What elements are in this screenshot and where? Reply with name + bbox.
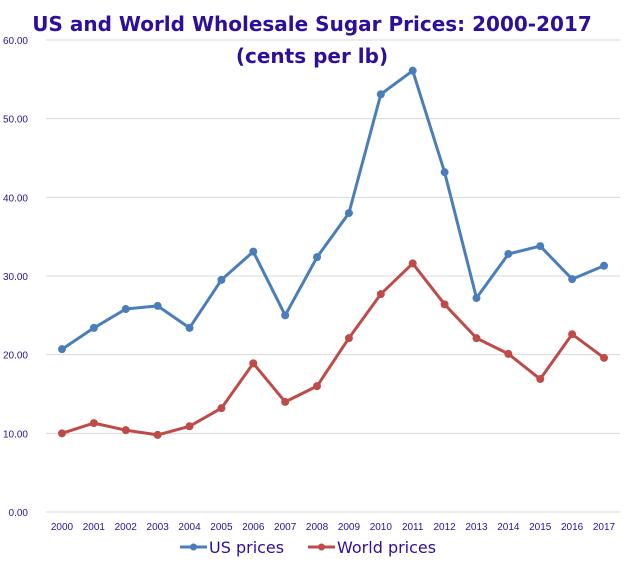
- y-tick-label: 0.00: [9, 508, 29, 519]
- legend-marker-us: [190, 544, 197, 551]
- data-point: [600, 354, 608, 362]
- x-tick-label: 2005: [210, 522, 233, 533]
- x-tick-label: 2007: [274, 522, 297, 533]
- series-group: [58, 67, 608, 439]
- data-point: [472, 334, 480, 342]
- x-tick-label: 2016: [561, 522, 584, 533]
- data-point: [377, 90, 385, 98]
- chart-subtitle: (cents per lb): [236, 44, 388, 68]
- data-point: [345, 209, 353, 217]
- data-point: [536, 375, 544, 383]
- data-point: [377, 290, 385, 298]
- data-point: [281, 398, 289, 406]
- x-tick-label: 2012: [433, 522, 456, 533]
- data-point: [345, 334, 353, 342]
- y-axis-ticks: 0.00 10.00 20.00 30.00 40.00 50.00 60.00: [3, 36, 28, 519]
- series-world: [58, 259, 608, 438]
- x-tick-label: 2011: [402, 522, 424, 533]
- data-point: [90, 324, 98, 332]
- data-point: [600, 262, 608, 270]
- data-point: [58, 429, 66, 437]
- x-tick-label: 2013: [465, 522, 488, 533]
- y-tick-label: 30.00: [3, 272, 28, 283]
- legend-marker-world: [318, 544, 325, 551]
- data-point: [409, 259, 417, 267]
- data-point: [217, 404, 225, 412]
- data-point: [217, 276, 225, 284]
- data-point: [441, 168, 449, 176]
- x-tick-label: 2014: [497, 522, 520, 533]
- data-point: [186, 422, 194, 430]
- data-point: [472, 294, 480, 302]
- series-line: [62, 263, 604, 435]
- data-point: [154, 302, 162, 310]
- data-point: [536, 242, 544, 250]
- data-point: [568, 330, 576, 338]
- y-tick-label: 10.00: [3, 429, 28, 440]
- y-tick-label: 50.00: [3, 115, 28, 126]
- series-line: [62, 71, 604, 350]
- gridlines: [46, 40, 620, 512]
- data-point: [441, 300, 449, 308]
- x-tick-label: 2002: [115, 522, 138, 533]
- x-tick-label: 2004: [178, 522, 201, 533]
- legend-label-us: US prices: [209, 538, 284, 557]
- legend-label-world: World prices: [337, 538, 436, 557]
- y-tick-label: 20.00: [3, 351, 28, 362]
- x-tick-label: 2001: [83, 522, 106, 533]
- chart-title: US and World Wholesale Sugar Prices: 200…: [32, 12, 592, 36]
- data-point: [58, 345, 66, 353]
- x-tick-label: 2000: [51, 522, 74, 533]
- data-point: [568, 275, 576, 283]
- x-tick-label: 2010: [370, 522, 393, 533]
- x-tick-label: 2017: [593, 522, 616, 533]
- x-tick-label: 2006: [242, 522, 265, 533]
- data-point: [90, 419, 98, 427]
- data-point: [249, 248, 257, 256]
- series-us: [58, 67, 608, 353]
- data-point: [122, 305, 130, 313]
- data-point: [313, 382, 321, 390]
- data-point: [409, 67, 417, 75]
- data-point: [186, 324, 194, 332]
- x-tick-label: 2015: [529, 522, 552, 533]
- data-point: [249, 359, 257, 367]
- x-tick-label: 2009: [338, 522, 361, 533]
- data-point: [122, 426, 130, 434]
- legend-item-us: US prices: [180, 538, 284, 557]
- legend-item-world: World prices: [308, 538, 436, 557]
- y-tick-label: 60.00: [3, 36, 28, 47]
- data-point: [504, 350, 512, 358]
- x-axis-ticks: 2000 2001 2002 2003 2004 2005 2006 2007 2008 2009…: [51, 522, 616, 533]
- x-tick-label: 2003: [147, 522, 170, 533]
- data-point: [154, 431, 162, 439]
- legend: US prices World prices: [180, 538, 436, 557]
- data-point: [281, 311, 289, 319]
- data-point: [504, 250, 512, 258]
- x-tick-label: 2008: [306, 522, 329, 533]
- y-tick-label: 40.00: [3, 193, 28, 204]
- data-point: [313, 253, 321, 261]
